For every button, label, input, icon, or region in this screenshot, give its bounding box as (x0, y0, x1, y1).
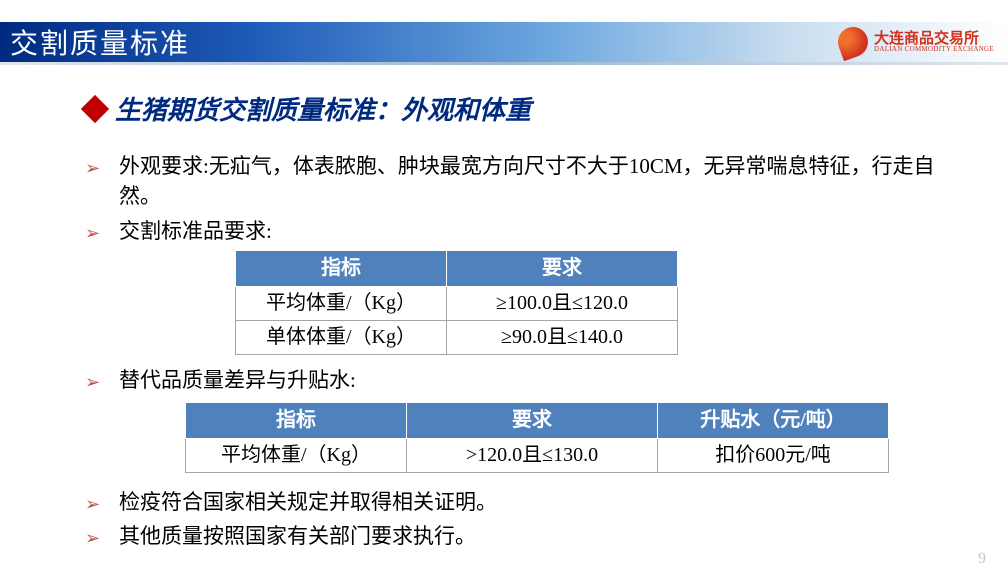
arrow-icon: ➢ (85, 220, 107, 246)
logo-text: 大连商品交易所 DALIAN COMMODITY EXCHANGE (874, 31, 994, 53)
bullet-item: ➢ 外观要求:无疝气，体表脓胞、肿块最宽方向尺寸不大于10CM，无异常喘息特征，… (85, 151, 958, 212)
bullet-text: 替代品质量差异与升贴水: (119, 365, 958, 395)
bullet-text: 检疫符合国家相关规定并取得相关证明。 (119, 487, 958, 517)
arrow-icon: ➢ (85, 369, 107, 395)
slide: 交割质量标准 大连商品交易所 DALIAN COMMODITY EXCHANGE… (0, 0, 1008, 582)
arrow-icon: ➢ (85, 155, 107, 212)
table-cell: >120.0且≤130.0 (407, 438, 658, 472)
table-cell: 平均体重/（Kg） (186, 438, 407, 472)
table-header-cell: 指标 (186, 402, 407, 438)
bullet-item: ➢ 检疫符合国家相关规定并取得相关证明。 (85, 487, 958, 517)
table-row: 平均体重/（Kg） >120.0且≤130.0 扣价600元/吨 (186, 438, 889, 472)
page-number: 9 (978, 550, 986, 568)
table-row: 平均体重/（Kg） ≥100.0且≤120.0 (236, 287, 678, 321)
bullet-text: 其他质量按照国家有关部门要求执行。 (119, 521, 958, 551)
table-cell: 扣价600元/吨 (658, 438, 889, 472)
table-cell: ≥100.0且≤120.0 (447, 287, 678, 321)
logo-en: DALIAN COMMODITY EXCHANGE (874, 46, 994, 53)
table-cell: 单体体重/（Kg） (236, 321, 447, 355)
logo-swirl-icon (834, 23, 872, 61)
standard-table-wrap: 指标 要求 平均体重/（Kg） ≥100.0且≤120.0 单体体重/（Kg） … (235, 250, 958, 355)
bullet-text: 交割标准品要求: (119, 216, 958, 246)
arrow-icon: ➢ (85, 525, 107, 551)
table-cell: 平均体重/（Kg） (236, 287, 447, 321)
bullet-list: ➢ 外观要求:无疝气，体表脓胞、肿块最宽方向尺寸不大于10CM，无异常喘息特征，… (85, 151, 958, 552)
bullet-text: 外观要求:无疝气，体表脓胞、肿块最宽方向尺寸不大于10CM，无异常喘息特征，行走… (119, 151, 958, 212)
heading-text: 生猪期货交割质量标准：外观和体重 (115, 90, 531, 127)
table-header-cell: 要求 (407, 402, 658, 438)
substitute-table-wrap: 指标 要求 升贴水（元/吨） 平均体重/（Kg） >120.0且≤130.0 扣… (185, 402, 958, 473)
diamond-icon (81, 94, 109, 122)
standard-table: 指标 要求 平均体重/（Kg） ≥100.0且≤120.0 单体体重/（Kg） … (235, 250, 678, 355)
table-header-cell: 指标 (236, 251, 447, 287)
exchange-logo: 大连商品交易所 DALIAN COMMODITY EXCHANGE (838, 26, 994, 58)
bullet-item: ➢ 其他质量按照国家有关部门要求执行。 (85, 521, 958, 551)
table-row: 单体体重/（Kg） ≥90.0且≤140.0 (236, 321, 678, 355)
table-header-cell: 升贴水（元/吨） (658, 402, 889, 438)
table-header-cell: 要求 (447, 251, 678, 287)
bullet-item: ➢ 交割标准品要求: (85, 216, 958, 246)
content-area: 生猪期货交割质量标准：外观和体重 ➢ 外观要求:无疝气，体表脓胞、肿块最宽方向尺… (85, 90, 958, 556)
table-cell: ≥90.0且≤140.0 (447, 321, 678, 355)
table-row: 指标 要求 (236, 251, 678, 287)
arrow-icon: ➢ (85, 491, 107, 517)
logo-cn: 大连商品交易所 (874, 31, 994, 46)
section-heading: 生猪期货交割质量标准：外观和体重 (85, 90, 958, 127)
table-row: 指标 要求 升贴水（元/吨） (186, 402, 889, 438)
slide-title: 交割质量标准 (10, 22, 190, 62)
substitute-table: 指标 要求 升贴水（元/吨） 平均体重/（Kg） >120.0且≤130.0 扣… (185, 402, 889, 473)
accent-line (0, 62, 1008, 65)
bullet-item: ➢ 替代品质量差异与升贴水: (85, 365, 958, 395)
